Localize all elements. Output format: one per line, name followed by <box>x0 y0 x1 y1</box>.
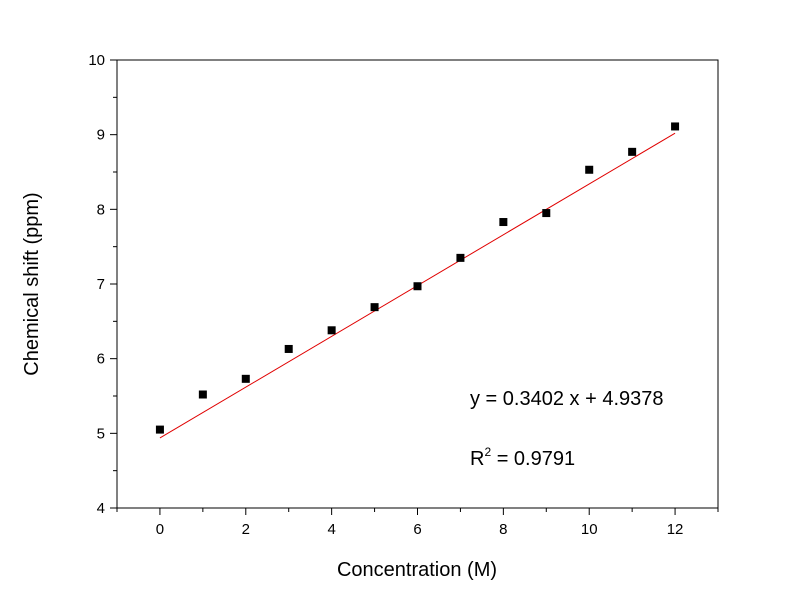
r-squared-annotation: R2 = 0.9791 <box>470 445 575 470</box>
x-tick-label: 0 <box>156 521 164 538</box>
y-axis-label: Chemical shift (ppm) <box>21 192 43 375</box>
y-tick-label: 10 <box>88 52 105 69</box>
x-tick-label: 2 <box>242 521 250 538</box>
data-point <box>327 326 336 335</box>
data-point <box>542 209 551 218</box>
data-points <box>155 122 680 434</box>
data-point <box>671 122 680 131</box>
y-tick-label: 9 <box>97 127 105 144</box>
data-point <box>155 425 164 434</box>
y-axis-ticks: 4 5 6 7 8 9 10 <box>88 52 117 517</box>
data-point <box>585 165 594 174</box>
data-point <box>413 282 422 291</box>
y-tick-label: 8 <box>97 201 105 218</box>
y-tick-label: 7 <box>97 276 105 293</box>
data-point <box>456 253 465 262</box>
x-axis-ticks: 0 2 4 6 8 10 12 <box>116 508 719 538</box>
r-squared-superscript: 2 <box>484 445 491 459</box>
x-tick-label: 6 <box>413 521 421 538</box>
y-tick-label: 4 <box>97 500 105 517</box>
x-tick-label: 12 <box>667 521 684 538</box>
data-point <box>499 218 508 227</box>
x-axis-label: Concentration (M) <box>337 559 497 581</box>
x-tick-label: 10 <box>581 521 598 538</box>
data-point <box>241 374 250 383</box>
r-squared-value: = 0.9791 <box>491 448 575 470</box>
y-tick-label: 5 <box>97 425 105 442</box>
x-tick-label: 8 <box>499 521 507 538</box>
data-point <box>628 147 637 156</box>
y-tick-label: 6 <box>97 351 105 368</box>
data-point <box>198 390 207 399</box>
data-point <box>370 303 379 312</box>
equation-annotation: y = 0.3402 x + 4.9378 <box>470 388 664 410</box>
data-point <box>284 344 293 353</box>
r-squared-base: R <box>470 448 484 470</box>
x-tick-label: 4 <box>327 521 335 538</box>
